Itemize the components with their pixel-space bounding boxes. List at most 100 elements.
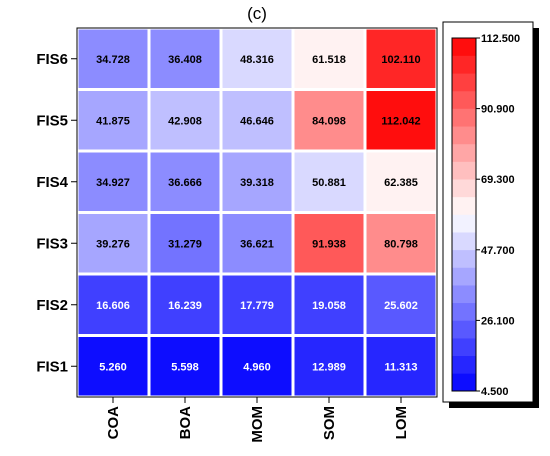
y-tick-label: FIS1 (36, 358, 68, 375)
cell-value-label: 34.927 (96, 177, 130, 189)
heatmap-cell (294, 275, 364, 334)
colorbar-tick-label: 26.100 (481, 315, 515, 327)
heatmap-cell (78, 337, 148, 396)
cell-value-label: 46.646 (240, 115, 274, 127)
cell-value-label: 61.518 (312, 54, 346, 66)
chart-title: (c) (247, 4, 267, 23)
cell-value-label: 102.110 (381, 54, 420, 66)
colorbar-swatch (452, 214, 476, 233)
cell-value-label: 41.875 (96, 115, 130, 127)
heatmap-cell (294, 29, 364, 88)
colorbar-swatch (452, 126, 476, 145)
colorbar-swatch (452, 38, 476, 56)
heatmap-cell (222, 91, 292, 150)
cell-value-label: 48.316 (240, 54, 274, 66)
colorbar-swatch (452, 108, 476, 127)
cell-value-label: 16.239 (168, 300, 202, 312)
colorbar-swatch (452, 338, 476, 356)
colorbar-swatch (452, 179, 476, 198)
x-tick-label: COA (105, 406, 122, 440)
y-tick-label: FIS6 (36, 51, 68, 68)
heatmap-cell (294, 214, 364, 273)
cell-value-label: 31.279 (168, 238, 202, 250)
heatmap-cell (150, 152, 220, 211)
cell-value-label: 50.881 (312, 177, 346, 189)
colorbar-swatch (452, 249, 476, 268)
heatmap-cell (222, 337, 292, 396)
heatmap-cell (366, 91, 436, 150)
heatmap-cell (78, 91, 148, 150)
cell-value-label: 36.666 (168, 177, 202, 189)
y-tick-label: FIS2 (36, 297, 68, 314)
cell-value-label: 80.798 (384, 238, 418, 250)
colorbar-tick-label: 69.300 (481, 174, 515, 186)
colorbar-swatch (452, 73, 476, 92)
x-tick-label: LOM (393, 406, 410, 439)
heatmap-cell (78, 214, 148, 273)
heatmap-cell (366, 29, 436, 88)
colorbar-swatch (452, 302, 476, 321)
y-tick-label: FIS5 (36, 112, 68, 129)
x-tick-label: BOA (177, 406, 194, 440)
colorbar-swatch (452, 90, 476, 109)
colorbar-swatch (452, 320, 476, 339)
heatmap-cell (294, 91, 364, 150)
cell-value-label: 11.313 (384, 361, 417, 373)
heatmap-cell (366, 152, 436, 211)
heatmap-cell (222, 152, 292, 211)
y-axis: FIS1 FIS2 FIS3 FIS4 FIS5 FIS6 (36, 51, 77, 375)
heatmap-cell (78, 29, 148, 88)
cell-value-label: 12.989 (312, 361, 346, 373)
colorbar-swatch (452, 267, 476, 286)
cell-value-label: 16.606 (96, 300, 130, 312)
heatmap-cell (150, 275, 220, 334)
heatmap-cell (78, 152, 148, 211)
cell-value-label: 17.779 (240, 300, 274, 312)
cell-value-label: 5.598 (171, 361, 199, 373)
cell-value-label: 39.276 (96, 238, 130, 250)
colorbar-tick-label: 47.700 (481, 245, 515, 257)
heatmap-cell (222, 214, 292, 273)
cell-value-label: 5.260 (99, 361, 127, 373)
cell-value-label: 62.385 (384, 177, 418, 189)
colorbar-tick-label: 112.500 (481, 33, 520, 45)
cell-value-label: 34.728 (96, 54, 130, 66)
cell-value-label: 19.058 (312, 300, 346, 312)
heatmap-cell (366, 275, 436, 334)
y-tick-label: FIS4 (36, 174, 68, 191)
colorbar-swatch (452, 355, 476, 374)
colorbar-swatch (452, 55, 476, 74)
cell-value-label: 25.602 (384, 300, 418, 312)
heatmap-cell (150, 214, 220, 273)
heatmap-cell (294, 152, 364, 211)
heatmap-cell (366, 214, 436, 273)
heatmap-cells: 5.260 5.598 4.960 12.989 11.313 16.606 16.239 1… (78, 29, 436, 396)
colorbar-swatch (452, 373, 476, 392)
heatmap-cell (294, 337, 364, 396)
cell-value-label: 91.938 (312, 238, 346, 250)
x-axis: COA BOA MOM SOM LOM (105, 397, 410, 443)
colorbar-frame (451, 37, 477, 392)
heatmap-cell (150, 29, 220, 88)
colorbar-swatch (452, 232, 476, 251)
heatmap-cell (222, 275, 292, 334)
colorbar-swatch (452, 196, 476, 215)
cell-value-label: 84.098 (312, 115, 346, 127)
cell-value-label: 112.042 (381, 115, 420, 127)
x-tick-label: MOM (249, 406, 266, 443)
colorbar-swatch (452, 143, 476, 162)
heatmap-cell (366, 337, 436, 396)
cell-value-label: 42.908 (168, 115, 202, 127)
colorbar-swatch (452, 161, 476, 180)
colorbar: 4.500 26.100 47.700 69.300 90.900 112.500 (442, 21, 539, 408)
colorbar-swatch (452, 285, 476, 304)
colorbar-tick-label: 90.900 (481, 104, 515, 116)
y-tick-label: FIS3 (36, 235, 68, 252)
x-tick-label: SOM (321, 406, 338, 440)
heatmap-cell (78, 275, 148, 334)
cell-value-label: 4.960 (243, 361, 271, 373)
cell-value-label: 36.408 (168, 54, 202, 66)
cell-value-label: 36.621 (240, 238, 274, 250)
heatmap-cell (150, 91, 220, 150)
